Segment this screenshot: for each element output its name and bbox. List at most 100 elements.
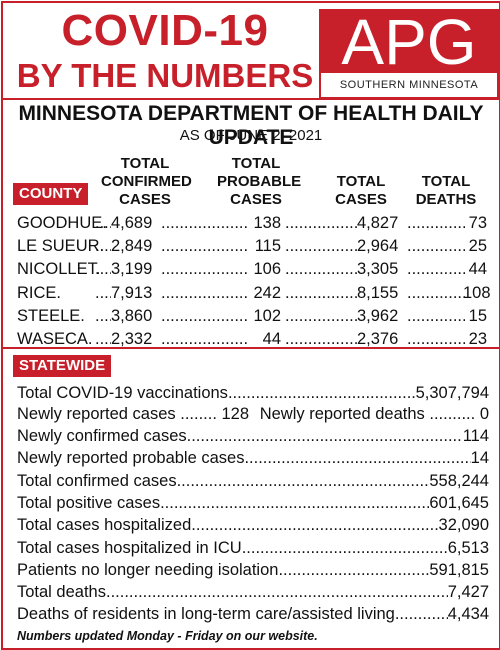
col-total-deaths-header: TOTAL DEATHS [415,173,477,208]
dot-leader: ........................................… [394,605,448,624]
confirmed-cases: 7,913 [111,283,153,302]
as-of-date: AS OF JUNE 2, 2021 [179,127,323,144]
stat-label: Newly reported deaths [259,405,425,423]
statewide-row: Total cases hospitalized................… [17,515,489,535]
confirmed-cases: 3,199 [111,260,153,279]
dot-leader: ........................................… [407,330,465,348]
total-cases: 2,376 [357,330,399,348]
dot-leader: ........................................… [95,237,111,256]
probable-cases: 44 [262,330,281,348]
county-row: LE SUEUR................................… [17,236,487,256]
statewide-row-split: Newly reported cases ........ 128 Newly … [17,404,489,424]
statewide-row: Newly reported probable cases...........… [17,448,489,468]
stat-value: 558,244 [429,471,489,490]
dot-leader: ........................................… [285,214,357,232]
footnote: Numbers updated Monday - Friday on our w… [17,629,318,643]
statewide-row: Total deaths............................… [17,582,489,602]
stat-value: 32,090 [438,516,489,535]
county-badge: COUNTY [13,183,89,205]
statewide-row: Total cases hospitalized in ICU.........… [17,538,489,558]
dot-leader: ........................................… [176,471,430,490]
dot-leader: ........................................… [110,583,448,602]
dot-leader: ........................................… [407,214,465,232]
stat-value: 0 [479,405,489,423]
dot-leader: ........................................… [285,237,357,256]
stat-label: Newly reported cases [17,405,176,423]
page-heading: MINNESOTA DEPARTMENT OF HEALTH DAILY UPD… [18,102,484,149]
statewide-row: Total confirmed cases...................… [17,471,489,491]
title-line-1: COVID-19 [61,6,269,55]
stat-value: 128 [221,405,250,423]
county-row: RICE....................................… [17,283,491,303]
dot-leader: ........................................… [161,283,249,302]
stat-label: Newly confirmed cases [17,427,187,445]
county-name: STEELE. [17,306,85,325]
dot-leader: ........................................… [95,306,111,325]
statewide-row: Patients no longer needing isolation....… [17,560,489,580]
county-name: GOODHUE. [17,214,107,232]
dot-leader: ........................................… [285,260,357,279]
stat-label: Total COVID-19 vaccinations [17,384,228,402]
county-name: NICOLLET. [17,260,101,279]
confirmed-cases: 2,332 [111,330,153,348]
statewide-row: Total positive cases....................… [17,493,489,513]
dot-leader: ........................................… [285,306,357,325]
dot-leader: ........................................… [407,237,465,256]
col-total-cases-header: TOTAL CASES [335,173,387,208]
probable-cases: 106 [253,260,281,279]
dot-leader: ........................................… [191,516,439,535]
probable-cases: 242 [253,283,281,302]
total-cases: 8,155 [357,283,399,302]
stat-value: 5,307,794 [415,384,489,402]
total-deaths: 73 [468,214,487,232]
dot-leader: ........................................… [161,237,249,256]
total-cases: 3,962 [357,306,399,325]
title-line-2: BY THE NUMBERS [16,57,314,94]
stat-label: Newly reported probable cases. [17,449,250,468]
dot-leader: ........................................… [161,306,249,325]
stat-value: 7,427 [447,583,489,602]
dot-leader: ........................................… [161,260,249,279]
statewide-row: Total COVID-19 vaccinations ............… [17,383,489,403]
divider-middle [3,347,499,349]
county-name: WASECA. [17,330,93,348]
total-cases: 3,305 [357,260,399,279]
dot-leader: ........................................… [407,283,465,302]
dot-leader: ........................................… [95,283,111,302]
dot-leader: ........................................… [95,330,111,348]
county-name: RICE. [17,283,62,302]
dot-leader: ........................................… [249,449,471,468]
county-row: WASECA..................................… [17,329,487,349]
stat-label: Total cases hospitalized [17,516,192,535]
county-name: LE SUEUR. [17,237,105,256]
probable-cases: 102 [253,306,281,325]
confirmed-cases: 3,860 [111,306,153,325]
confirmed-cases: 4,689 [111,214,153,232]
total-deaths: 25 [468,237,487,256]
logo-subtitle: SOUTHERN MINNESOTA [339,79,479,91]
stat-value: 14 [470,449,489,468]
col-confirmed-header: TOTAL CONFIRMED CASES [101,155,192,208]
stat-value: 6,513 [447,538,489,557]
dot-leader: .......... [424,405,480,423]
dot-leader: ........................................… [160,493,429,512]
statewide-row: Newly confirmed cases...................… [17,426,489,446]
stat-value: 591,815 [429,560,489,579]
total-cases: 2,964 [357,237,399,256]
total-deaths: 44 [468,260,487,279]
dot-leader: ........................................… [161,214,249,232]
dot-leader: ........ [175,405,222,423]
stat-label: Total confirmed cases [17,471,177,490]
statewide-row: Deaths of residents in long-term care/as… [17,604,489,624]
total-deaths: 23 [468,330,487,348]
total-deaths: 108 [463,283,491,302]
probable-cases: 138 [253,214,281,232]
statewide-badge: STATEWIDE [13,355,112,377]
dot-leader: ........................................… [95,214,111,232]
stat-label: Total cases hospitalized in ICU [17,538,242,557]
stat-label: Total deaths. [17,583,111,602]
dot-leader: ........................................… [285,283,357,302]
stat-label: Total positive cases [17,493,161,512]
county-row: NICOLLET................................… [17,259,487,279]
